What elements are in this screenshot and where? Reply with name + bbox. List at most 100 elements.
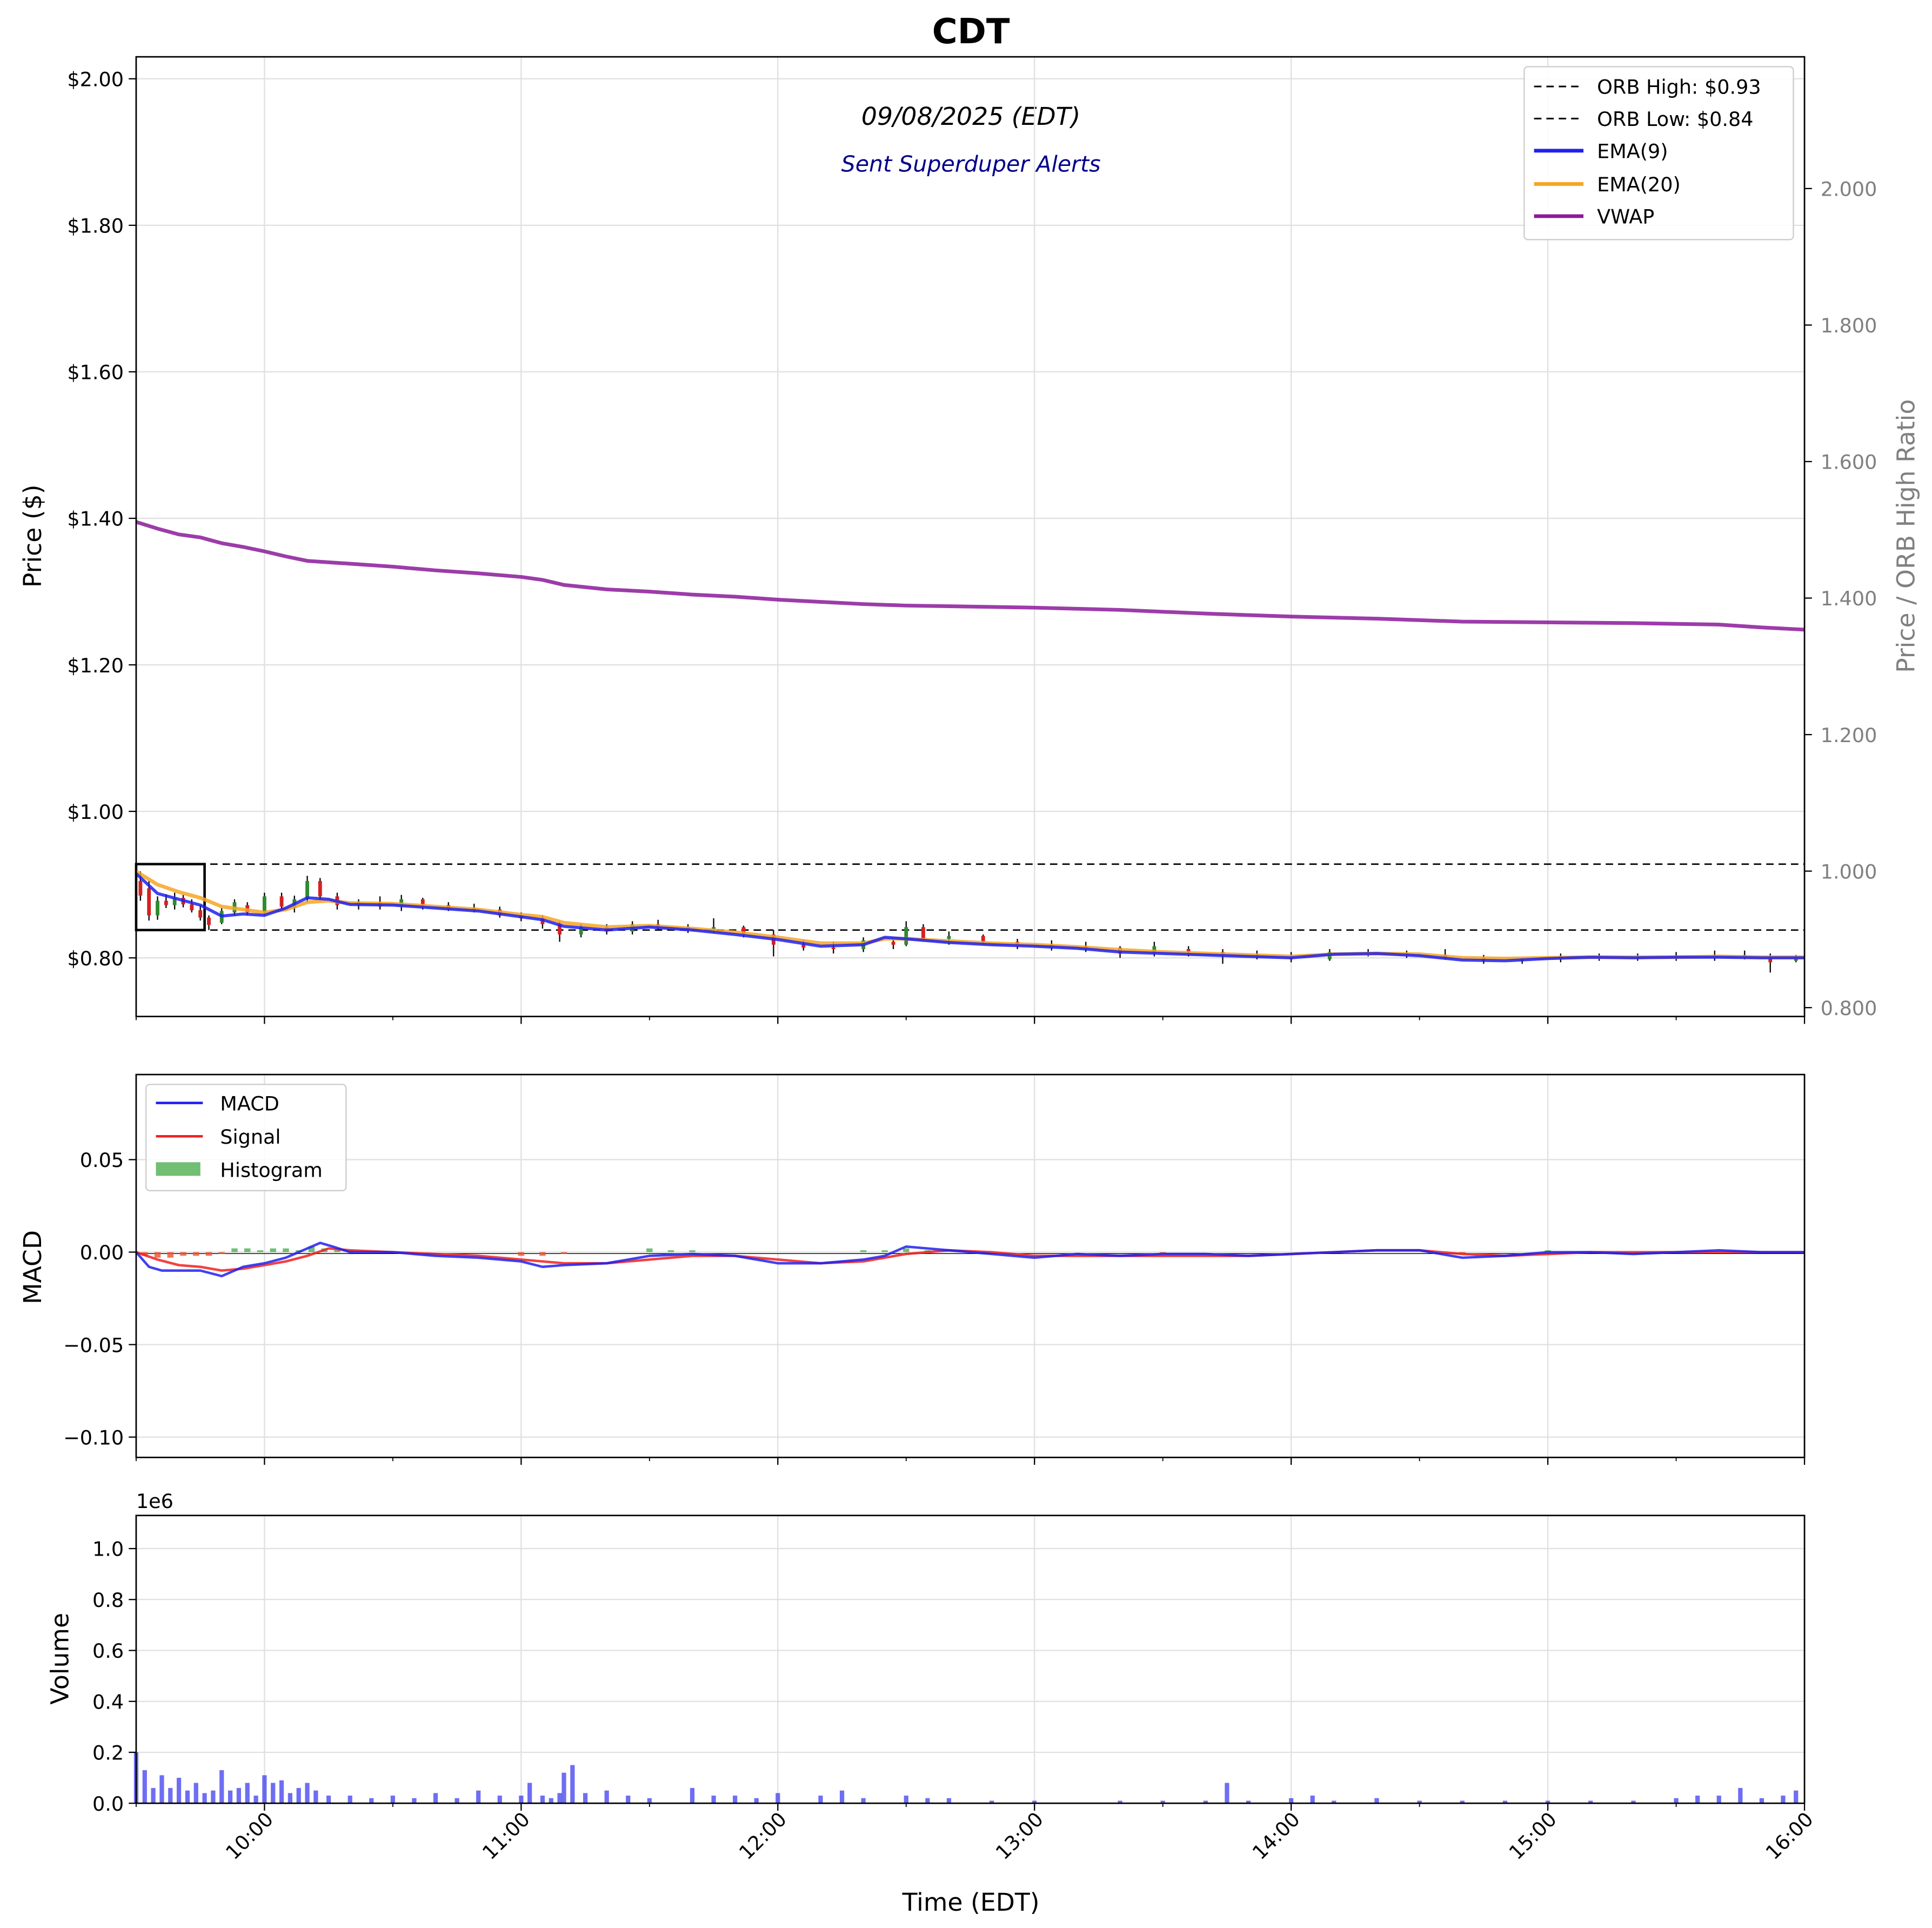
volume-bar [211, 1790, 216, 1804]
macd-histogram-bar [193, 1252, 199, 1256]
chart-title: CDT [932, 12, 1010, 52]
volume-bar [1417, 1800, 1422, 1804]
macd-histogram-bar [154, 1252, 161, 1258]
price-x-ticks [136, 1016, 1806, 1024]
candle-body [831, 948, 835, 949]
price-ytick-label: $2.00 [67, 68, 124, 91]
x-axis-label: Time (EDT) [902, 1888, 1040, 1917]
macd-histogram-bar [244, 1248, 251, 1252]
volume-bar [412, 1798, 417, 1804]
volume-y-label: Volume [45, 1613, 74, 1705]
ratio-y-label: Price / ORB High Ratio [1891, 399, 1920, 673]
volume-bar [1738, 1787, 1743, 1804]
volume-bar [1460, 1800, 1465, 1804]
volume-bar [527, 1783, 532, 1804]
legend-label-ema20: EMA(20) [1597, 173, 1681, 196]
candle-body [981, 936, 985, 942]
volume-scale-label: 1e6 [136, 1490, 173, 1513]
macd-histogram-bar [689, 1250, 696, 1252]
candle-body [921, 927, 925, 939]
volume-bar [570, 1765, 575, 1804]
price-y-ticks: $0.80 $1.00 $1.20 $1.40 $1.60 $1.80 $2.00 [67, 68, 136, 970]
volume-bars [133, 1752, 1799, 1804]
volume-bar [296, 1787, 301, 1804]
legend-label-ema9: EMA(9) [1597, 139, 1668, 163]
ratio-ytick-label: 1.600 [1821, 451, 1877, 474]
macd-panel: −0.10 −0.05 0.00 0.05 MACD MACD Signal Hist… [18, 1073, 1806, 1465]
price-series-lines [135, 520, 1805, 963]
macd-histogram-bar [881, 1250, 888, 1252]
candle-body [579, 927, 583, 935]
macd-histogram-bar [283, 1248, 289, 1252]
macd-ytick-label: 0.00 [80, 1241, 124, 1264]
macd-y-label: MACD [18, 1230, 47, 1304]
volume-bar [1160, 1800, 1165, 1804]
volume-bar [989, 1800, 994, 1804]
candle-body [164, 900, 168, 905]
volume-bar [904, 1796, 908, 1804]
volume-bar [228, 1790, 233, 1804]
volume-bar [1695, 1796, 1700, 1804]
macd-histogram-bar [231, 1248, 238, 1252]
volume-bar [1246, 1800, 1251, 1804]
macd-histogram-bar [180, 1252, 186, 1256]
macd-histogram-bar [903, 1248, 910, 1252]
volume-bar [540, 1796, 545, 1804]
volume-bar [454, 1798, 459, 1804]
ratio-ytick-label: 1.000 [1821, 860, 1877, 883]
ratio-ytick-label: 1.400 [1821, 587, 1877, 610]
candle-body [305, 880, 309, 899]
macd-histogram-bar [205, 1252, 212, 1256]
legend-label-histogram: Histogram [220, 1159, 323, 1182]
volume-bar [326, 1796, 331, 1804]
legend-label-macd: MACD [220, 1092, 279, 1115]
macd-histogram-bar [308, 1246, 315, 1252]
macd-histogram-bar [667, 1250, 674, 1252]
macd-y-ticks: −0.10 −0.05 0.00 0.05 [63, 1149, 136, 1449]
volume-bar [159, 1775, 164, 1804]
macd-histogram-bar [560, 1252, 567, 1254]
volume-bar [433, 1793, 438, 1804]
volume-bar [176, 1778, 182, 1804]
volume-bar [1225, 1783, 1229, 1804]
candle-body [1186, 949, 1191, 952]
ema9-line [135, 872, 1805, 963]
price-legend: ORB High: $0.93 ORB Low: $0.84 EMA(9) EM… [1523, 66, 1794, 241]
price-legend-box [1523, 66, 1794, 241]
candle-body [318, 880, 322, 897]
volume-bar [185, 1790, 190, 1804]
candle-body [138, 880, 143, 896]
volume-bar [271, 1783, 276, 1804]
volume-bar [690, 1787, 695, 1804]
macd-ytick-label: −0.10 [63, 1426, 124, 1449]
volume-bar [1502, 1800, 1508, 1804]
macd-histogram-bar [860, 1250, 867, 1252]
volume-bar [1374, 1798, 1379, 1804]
volume-bar [202, 1793, 207, 1804]
volume-bar [1781, 1796, 1786, 1804]
date-label: 09/08/2025 (EDT) [861, 102, 1080, 131]
volume-bar [561, 1772, 566, 1804]
volume-bar [168, 1787, 173, 1804]
volume-bar [390, 1796, 395, 1804]
volume-bar [754, 1798, 759, 1804]
volume-bar [1118, 1800, 1122, 1804]
macd-histogram-bar [646, 1248, 653, 1252]
volume-bar [369, 1798, 374, 1804]
volume-bar [219, 1770, 224, 1804]
price-ytick-label: $1.00 [67, 800, 124, 824]
macd-line [135, 1242, 1805, 1278]
volume-plot-frame [135, 1515, 1806, 1804]
candle-body [156, 900, 159, 916]
macd-histogram-bar [518, 1252, 525, 1256]
price-y-label: Price ($) [18, 484, 47, 588]
legend-label-orb-low: ORB Low: $0.84 [1597, 108, 1753, 131]
macd-histogram-bar [218, 1252, 225, 1254]
candle-body [198, 910, 203, 918]
price-ytick-label: $1.60 [67, 361, 124, 384]
macd-histogram-bar [257, 1250, 264, 1252]
candle-body [279, 896, 284, 907]
candle-body [947, 936, 951, 939]
volume-bar [1032, 1800, 1037, 1804]
